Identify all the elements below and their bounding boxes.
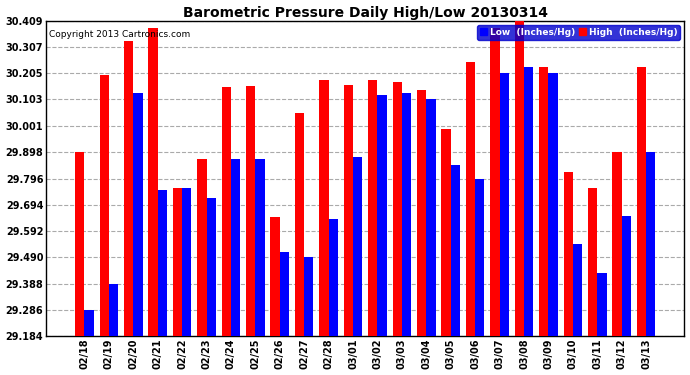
Bar <box>197 159 206 336</box>
Bar <box>75 152 84 336</box>
Bar <box>353 157 362 336</box>
Bar <box>172 188 182 336</box>
Bar <box>377 95 387 336</box>
Bar <box>442 129 451 336</box>
Bar <box>124 41 133 336</box>
Bar <box>344 85 353 336</box>
Bar <box>182 188 191 336</box>
Bar <box>402 93 411 336</box>
Bar <box>491 28 500 336</box>
Bar <box>393 82 402 336</box>
Bar <box>328 219 338 336</box>
Bar <box>539 67 549 336</box>
Bar <box>319 80 328 336</box>
Bar <box>426 99 435 336</box>
Bar <box>549 73 558 336</box>
Bar <box>157 190 167 336</box>
Bar <box>133 93 143 336</box>
Legend: Low  (Inches/Hg), High  (Inches/Hg): Low (Inches/Hg), High (Inches/Hg) <box>477 25 680 40</box>
Bar <box>524 67 533 336</box>
Bar <box>109 284 118 336</box>
Bar <box>231 159 240 336</box>
Bar <box>221 87 231 336</box>
Bar <box>451 165 460 336</box>
Bar <box>500 73 509 336</box>
Bar <box>295 113 304 336</box>
Bar <box>564 172 573 336</box>
Bar <box>515 21 524 336</box>
Bar <box>613 152 622 336</box>
Text: Copyright 2013 Cartronics.com: Copyright 2013 Cartronics.com <box>49 30 190 39</box>
Bar <box>246 86 255 336</box>
Bar <box>99 75 109 336</box>
Bar <box>270 217 279 336</box>
Bar <box>588 188 598 336</box>
Bar <box>622 216 631 336</box>
Bar <box>304 257 313 336</box>
Bar <box>598 273 607 336</box>
Bar <box>84 310 94 336</box>
Bar <box>255 159 265 336</box>
Bar <box>417 90 426 336</box>
Title: Barometric Pressure Daily High/Low 20130314: Barometric Pressure Daily High/Low 20130… <box>183 6 548 20</box>
Bar <box>206 198 216 336</box>
Bar <box>573 244 582 336</box>
Bar <box>646 152 656 336</box>
Bar <box>279 252 289 336</box>
Bar <box>368 80 377 336</box>
Bar <box>466 62 475 336</box>
Bar <box>637 67 646 336</box>
Bar <box>475 178 484 336</box>
Bar <box>148 28 157 336</box>
